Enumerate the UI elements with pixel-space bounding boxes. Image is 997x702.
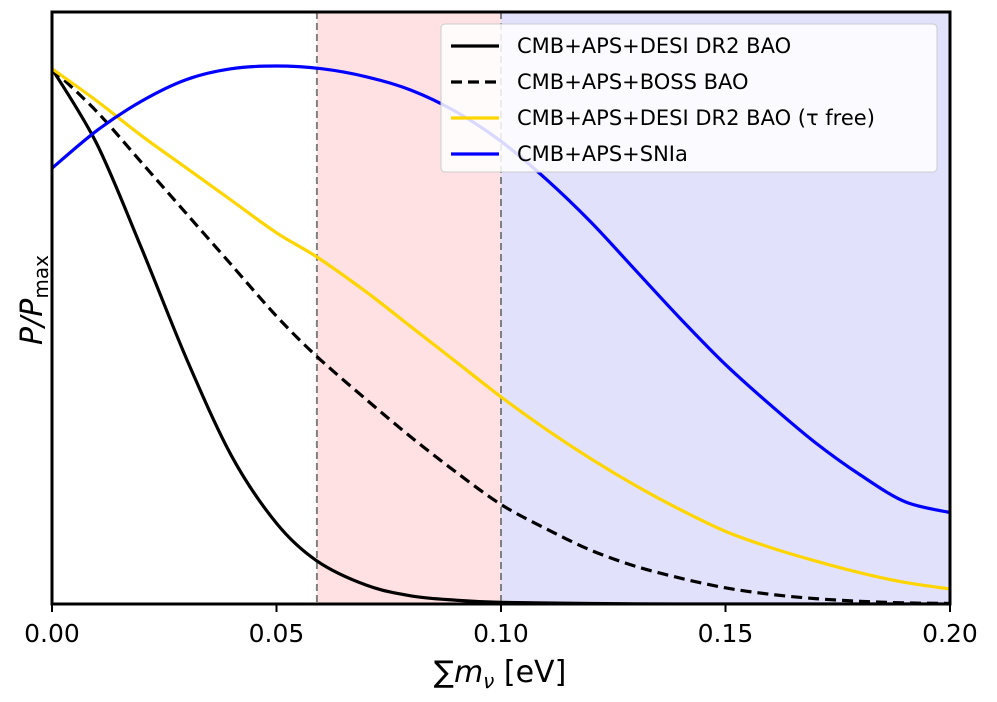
x-axis-label-unit: [eV] <box>494 655 566 690</box>
legend-label-cmb-aps-desi-dr2-bao: CMB+APS+DESI DR2 BAO <box>517 34 791 58</box>
x-axis-label-sub: ν <box>483 669 494 693</box>
x-tick-label: 0.15 <box>698 619 754 648</box>
series-line-cmb-aps-boss-bao-dashed <box>52 67 950 604</box>
x-axis-label-sum: ∑ <box>434 655 454 690</box>
x-axis-ticks: 0.00 0.05 0.10 0.15 0.20 <box>24 604 978 648</box>
x-tick-label: 0.00 <box>24 619 80 648</box>
x-tick-label: 0.10 <box>473 619 529 648</box>
series-line-cmb-aps-desi-dr2-bao-free <box>52 67 950 591</box>
y-axis-label-main: P/P <box>15 298 50 345</box>
y-axis-label-sub: max <box>29 255 53 299</box>
series-line-cmb-aps-desi-dr2-bao <box>52 67 950 604</box>
x-axis-label-var: m <box>454 655 483 690</box>
x-axis-label: ∑mν [eV] <box>434 655 567 693</box>
legend-label-cmb-aps-desi-dr2-bao-free: CMB+APS+DESI DR2 BAO (τ free) <box>517 106 875 130</box>
legend: CMB+APS+DESI DR2 BAO CMB+APS+BOSS BAO CMB+… <box>440 23 938 173</box>
legend-label-cmb-aps-boss-bao: CMB+APS+BOSS BAO <box>517 70 749 94</box>
y-axis-label: P/Pmax <box>15 255 53 345</box>
legend-label-cmb-aps-snia: CMB+APS+SNIa <box>517 142 688 166</box>
x-tick-label: 0.05 <box>249 619 305 648</box>
x-tick-label: 0.20 <box>922 619 978 648</box>
legend-box <box>440 23 938 173</box>
